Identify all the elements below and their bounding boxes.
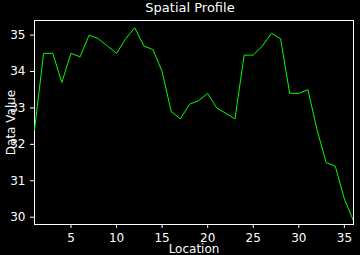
svg-text:30: 30 (10, 210, 25, 224)
svg-text:10: 10 (109, 231, 124, 245)
svg-text:Location: Location (169, 242, 220, 255)
svg-text:34: 34 (10, 64, 25, 78)
svg-text:31: 31 (10, 174, 25, 188)
svg-text:20: 20 (200, 231, 216, 245)
html-text:Spatial Profile: Spatial Profile (145, 0, 235, 15)
svg-text:35: 35 (337, 231, 352, 245)
svg-text:25: 25 (246, 231, 261, 245)
svg-text:30: 30 (291, 231, 306, 245)
svg-text:Data Value: Data Value (4, 90, 18, 155)
svg-text:15: 15 (154, 231, 169, 245)
svg-text:35: 35 (10, 28, 25, 42)
svg-text:5: 5 (67, 231, 75, 245)
